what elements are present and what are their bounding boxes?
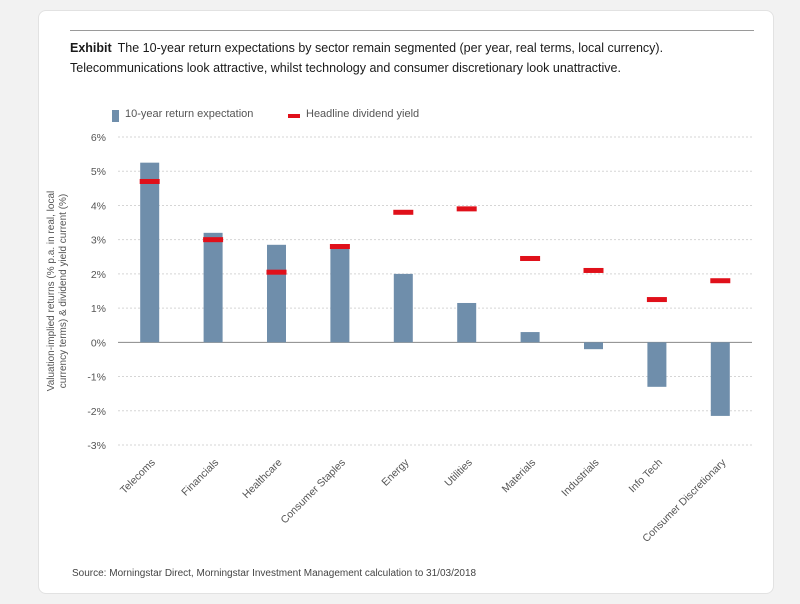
legend-swatch-bar: [112, 110, 119, 122]
legend-label-dividend: Headline dividend yield: [306, 108, 420, 120]
y-tick-label: 2%: [91, 269, 106, 281]
y-tick-label: -1%: [87, 372, 106, 384]
marker-dividend-yield: [710, 278, 731, 284]
marker-dividend-yield: [266, 269, 287, 275]
bar-return: [710, 342, 730, 416]
bar-return: [520, 332, 540, 343]
y-tick-label: 6%: [91, 132, 106, 144]
x-category-label: Info Tech: [627, 457, 666, 496]
bar-return: [267, 244, 286, 343]
x-category-label: Utilities: [442, 457, 474, 489]
marker-dividend-yield: [456, 206, 477, 212]
bar-return: [330, 244, 350, 343]
y-tick-label: 1%: [91, 303, 106, 315]
bar-return: [457, 302, 477, 343]
y-axis-label: Valuation-implied returns (% p.a. in rea…: [46, 191, 69, 391]
y-tick-label: 5%: [91, 166, 106, 178]
title-line-2: Telecommunications look attractive, whil…: [70, 61, 621, 75]
bar-return: [203, 232, 223, 343]
x-category-label: Consumer Staples: [278, 457, 348, 527]
title-text-1: The 10-year return expectations by secto…: [117, 41, 664, 55]
y-axis-label-line: Valuation-implied returns (% p.a. in rea…: [46, 191, 57, 391]
legend-label-return: 10-year return expectation: [125, 108, 254, 120]
marker-dividend-yield: [393, 209, 414, 215]
x-category-label: Energy: [379, 456, 412, 489]
y-tick-label: 3%: [91, 235, 106, 247]
bar-return: [393, 273, 413, 343]
x-category-label: Healthcare: [240, 457, 285, 502]
title-block: Exhibit The 10-year return expectations b…: [70, 38, 760, 78]
source-note: Source: Morningstar Direct, Morningstar …: [72, 568, 477, 579]
marker-dividend-yield: [329, 244, 350, 250]
x-category-label: Industrials: [559, 457, 601, 499]
y-axis-label-line: currency terms) & dividend yield current…: [58, 194, 69, 389]
marker-dividend-yield: [520, 255, 541, 261]
marker-dividend-yield: [583, 267, 604, 273]
x-category-label: Materials: [500, 457, 539, 496]
y-tick-label: 0%: [91, 337, 106, 349]
bar-return: [584, 342, 603, 350]
top-rule: [70, 30, 754, 31]
title-lead: Exhibit: [70, 41, 112, 55]
bar-return: [140, 162, 160, 343]
legend-swatch-dash: [288, 114, 300, 118]
x-category-label: Telecoms: [118, 457, 158, 497]
marker-dividend-yield: [646, 297, 667, 303]
y-tick-label: -3%: [87, 440, 106, 452]
x-category-label: Financials: [179, 457, 221, 499]
title-line-1: Exhibit The 10-year return expectations b…: [70, 38, 760, 58]
marker-dividend-yield: [203, 237, 224, 243]
y-tick-label: -2%: [87, 406, 106, 418]
y-tick-label: 4%: [91, 200, 106, 212]
marker-dividend-yield: [139, 178, 160, 184]
bar-return: [647, 342, 667, 387]
